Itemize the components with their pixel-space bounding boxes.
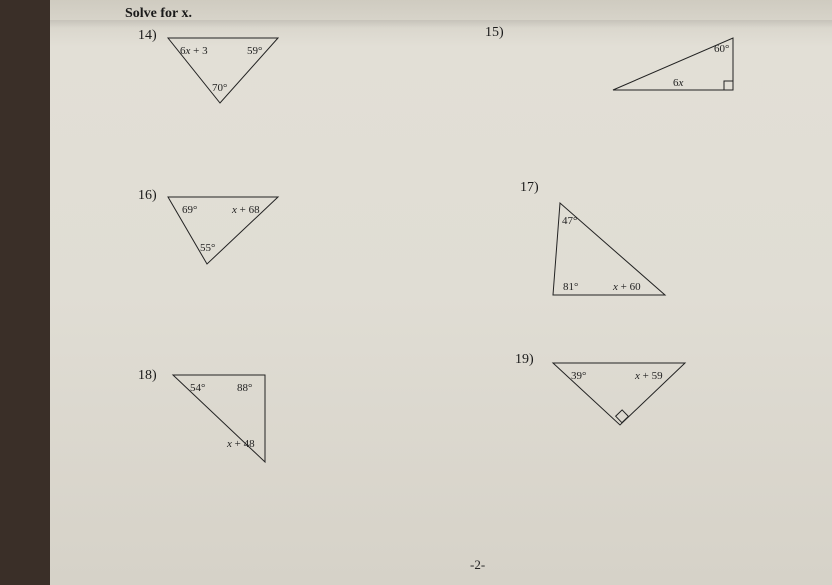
- p14-angle-tl: 6x + 3: [180, 45, 208, 57]
- triangle-18: 54° 88° x + 48: [165, 367, 295, 477]
- problem-number-19: 19): [515, 352, 534, 368]
- p15-angle-bot: 6x: [673, 77, 684, 89]
- p16-angle-tr: x + 68: [231, 204, 260, 216]
- p14-angle-tr: 59°: [247, 45, 262, 57]
- p18-angle-tr: 88°: [237, 382, 252, 394]
- triangle-19: 39° x + 59: [545, 355, 705, 445]
- p15-angle-tr: 60°: [714, 43, 729, 55]
- p19-angle-tr: x + 59: [634, 370, 663, 382]
- p16-angle-bot: 55°: [200, 242, 215, 254]
- p17-angle-br: x + 60: [612, 281, 641, 293]
- triangle-14: 6x + 3 59° 70°: [160, 30, 300, 120]
- problem-number-18: 18): [138, 368, 157, 384]
- problem-number-15: 15): [485, 25, 504, 41]
- problem-number-14: 14): [138, 28, 157, 44]
- problem-number-17: 17): [520, 180, 539, 196]
- triangle-16: 69° x + 68 55°: [160, 189, 300, 279]
- p19-angle-tl: 39°: [571, 370, 586, 382]
- worksheet-paper: Solve for x. 14) 6x + 3 59° 70° 15) 60° …: [50, 0, 832, 585]
- p17-angle-bl: 81°: [563, 281, 578, 293]
- p18-angle-br: x + 48: [226, 438, 255, 450]
- p18-angle-tl: 54°: [190, 382, 205, 394]
- triangle-15: 60° 6x: [605, 30, 765, 110]
- p14-angle-bot: 70°: [212, 82, 227, 94]
- problem-number-16: 16): [138, 188, 157, 204]
- page-heading: Solve for x.: [125, 6, 192, 22]
- triangle-17: 47° 81° x + 60: [545, 195, 685, 310]
- p16-angle-tl: 69°: [182, 204, 197, 216]
- p17-angle-top: 47°: [562, 215, 577, 227]
- page-footer: -2-: [470, 557, 485, 573]
